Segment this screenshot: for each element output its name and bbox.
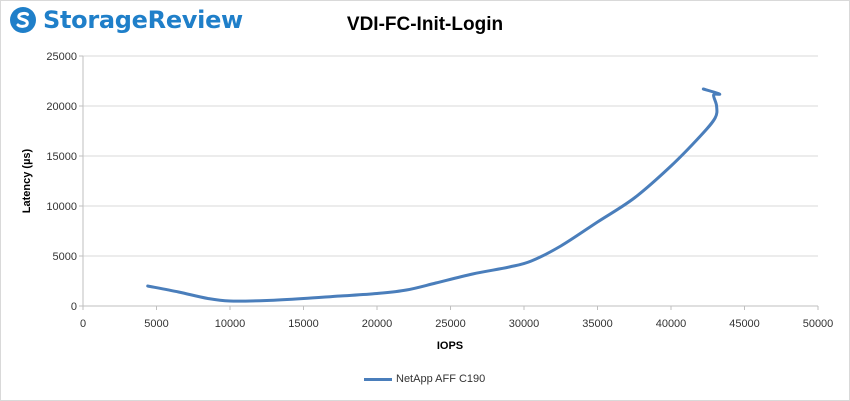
chart-title: VDI-FC-Init-Login [346, 14, 504, 35]
legend: NetApp AFF C190 [364, 373, 485, 385]
x-tick-label: 0 [80, 318, 86, 330]
series-lines [146, 87, 722, 303]
x-tick-label: 35000 [582, 318, 613, 330]
x-tick-label: 5000 [144, 318, 168, 330]
x-tick-label: 45000 [729, 318, 760, 330]
series-line-netapp-aff-c190 [146, 87, 722, 303]
x-tick-label: 30000 [509, 318, 540, 330]
gridlines [82, 55, 818, 307]
y-tick-label: 15000 [46, 151, 77, 163]
x-tick-label: 10000 [215, 318, 246, 330]
y-tick-label: 25000 [46, 51, 77, 63]
x-tick-label: 40000 [656, 318, 687, 330]
legend-label: NetApp AFF C190 [396, 373, 486, 385]
brand-logo: StorageReview [8, 3, 243, 37]
legend-swatch [364, 377, 392, 381]
x-tick-label: 15000 [288, 318, 319, 330]
x-axis-title: IOPS [437, 340, 463, 352]
x-tick-label: 20000 [362, 318, 393, 330]
x-axis-ticks: 0 5000 10000 15000 20000 25000 30000 35000 40000… [80, 306, 833, 330]
storagereview-logo-icon [10, 7, 36, 33]
y-tick-label: 5000 [53, 251, 77, 263]
x-tick-label: 25000 [435, 318, 466, 330]
y-axis-title: Latency (µs) [21, 148, 33, 213]
y-axis-ticks: 0 5000 10000 15000 20000 25000 [46, 51, 83, 313]
y-tick-label: 20000 [46, 101, 77, 113]
brand-name: StorageReview [43, 6, 243, 34]
y-tick-label: 10000 [46, 201, 77, 213]
x-tick-label: 50000 [803, 318, 834, 330]
y-tick-label: 0 [71, 301, 77, 313]
